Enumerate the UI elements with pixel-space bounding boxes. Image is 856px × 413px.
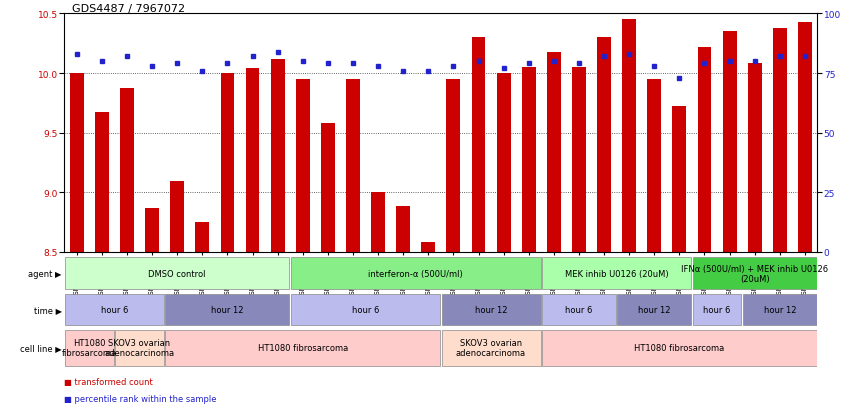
Bar [291,294,440,325]
Text: time ▶: time ▶ [33,305,62,314]
Bar [698,47,711,252]
Bar [472,38,485,252]
Text: GDS4487 / 7967072: GDS4487 / 7967072 [72,4,185,14]
Bar [798,23,811,252]
Bar [396,207,410,252]
Text: SKOV3 ovarian
adenocarcinoma: SKOV3 ovarian adenocarcinoma [456,338,526,358]
Bar [270,59,284,252]
Bar [496,74,510,252]
Bar [447,80,461,252]
Bar [65,294,163,325]
Text: interferon-α (500U/ml): interferon-α (500U/ml) [368,269,463,278]
Bar [442,294,540,325]
Bar [542,330,817,366]
Bar [291,257,540,290]
Bar [296,80,310,252]
Bar [693,257,817,290]
Text: ■ percentile rank within the sample: ■ percentile rank within the sample [64,394,217,403]
Text: hour 6: hour 6 [352,305,379,314]
Text: cell line ▶: cell line ▶ [20,344,62,352]
Bar [542,294,615,325]
Bar [372,192,385,252]
Bar [421,242,435,252]
Bar [743,294,817,325]
Text: HT1080 fibrosarcoma: HT1080 fibrosarcoma [258,344,348,352]
Bar [442,330,540,366]
Bar [246,69,259,252]
Bar [116,330,163,366]
Text: SKOV3 ovarian
adenocarcinoma: SKOV3 ovarian adenocarcinoma [104,338,175,358]
Text: ■ transformed count: ■ transformed count [64,377,153,387]
Text: hour 6: hour 6 [704,305,731,314]
Bar [647,80,661,252]
Text: HT1080 fibrosarcoma: HT1080 fibrosarcoma [634,344,724,352]
Bar [622,20,636,252]
Bar [597,38,611,252]
Bar [120,89,134,252]
Bar [65,257,289,290]
Text: hour 12: hour 12 [764,305,796,314]
Bar [542,257,691,290]
Bar [195,222,209,252]
Bar [693,294,741,325]
Bar [547,52,561,252]
Bar [522,68,536,252]
Bar [673,107,687,252]
Bar [748,64,762,252]
Text: agent ▶: agent ▶ [28,269,62,278]
Text: IFNα (500U/ml) + MEK inhib U0126
(20uM): IFNα (500U/ml) + MEK inhib U0126 (20uM) [681,264,829,283]
Bar [65,330,114,366]
Bar [773,28,787,252]
Text: hour 12: hour 12 [475,305,508,314]
Bar [321,123,335,252]
Text: hour 12: hour 12 [211,305,244,314]
Text: hour 6: hour 6 [565,305,592,314]
Bar [617,294,691,325]
Bar [165,330,440,366]
Bar [70,74,84,252]
Bar [170,182,184,252]
Bar [95,113,109,252]
Bar [146,208,159,252]
Text: hour 12: hour 12 [638,305,670,314]
Text: DMSO control: DMSO control [148,269,206,278]
Bar [346,80,360,252]
Bar [572,68,586,252]
Bar [221,74,235,252]
Bar [165,294,289,325]
Text: MEK inhib U0126 (20uM): MEK inhib U0126 (20uM) [565,269,669,278]
Bar [722,32,736,252]
Text: HT1080
fibrosarcoma: HT1080 fibrosarcoma [62,338,117,358]
Text: hour 6: hour 6 [101,305,128,314]
